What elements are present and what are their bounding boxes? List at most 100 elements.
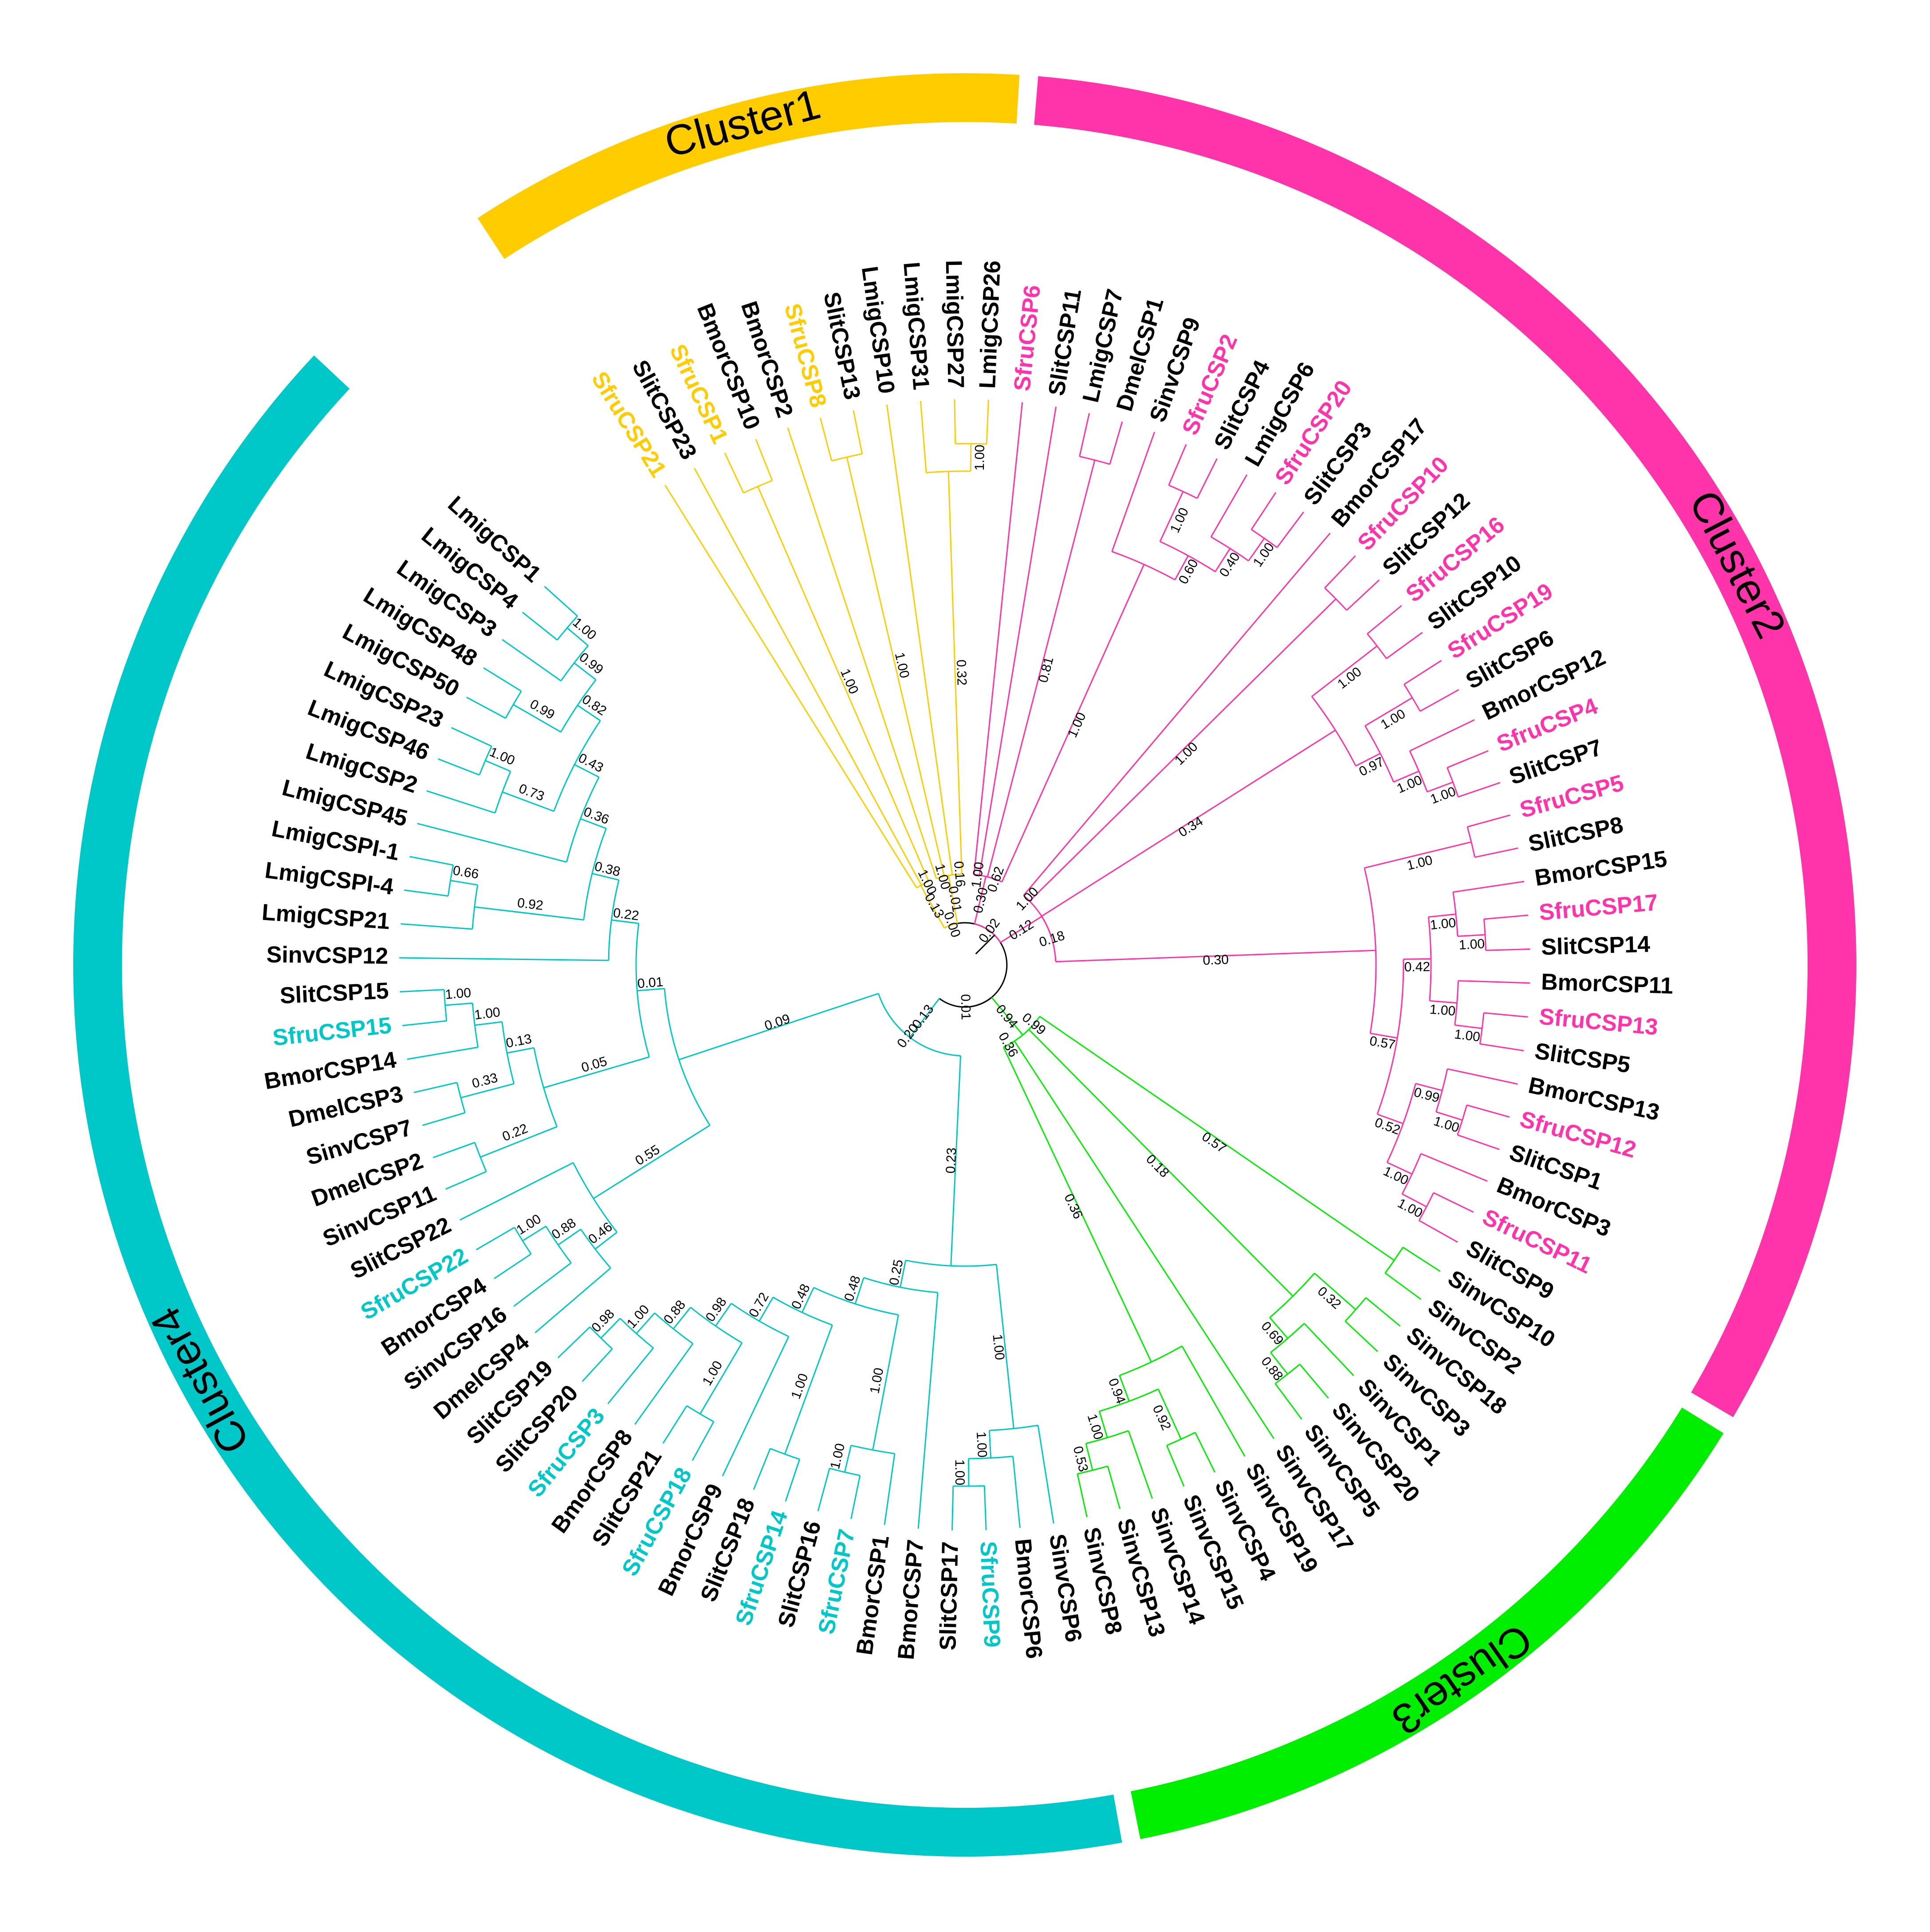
branch-arc-164: [1166, 1432, 1196, 1446]
support-value: 1.00: [1429, 916, 1456, 933]
branch-radial-73: [1041, 729, 1336, 917]
branch-radial-202: [801, 1287, 814, 1313]
branch-arc-72: [1041, 916, 1057, 962]
branch-radial-75: [1311, 645, 1378, 697]
branch-radial-102: [1428, 913, 1456, 918]
support-value: 1.00: [990, 1334, 1007, 1361]
branch-radial-116: [1377, 1114, 1403, 1125]
branch-radial-270: [401, 923, 473, 930]
support-value: 1.00: [1172, 740, 1201, 768]
branch-radial-292: [483, 667, 522, 692]
branch-arc-251: [501, 1022, 515, 1084]
branch-radial-261: [402, 1020, 447, 1027]
cluster-arc-1: [477, 73, 1020, 259]
branch-radial-77: [1367, 605, 1402, 634]
branch-arc-272: [447, 865, 454, 896]
branch-radial-120: [1447, 1068, 1518, 1085]
branch-radial-231: [594, 1232, 617, 1250]
branch-arc-76: [1367, 633, 1387, 659]
support-value: 0.66: [452, 863, 480, 882]
leaf-label-LmigCSP10: LmigCSP10: [857, 265, 900, 395]
branch-radial-60: [1250, 492, 1277, 530]
support-value: 0.32: [1315, 1284, 1344, 1312]
branch-radial-236: [513, 1262, 572, 1307]
support-value: 1.00: [972, 445, 987, 471]
branch-radial-296: [566, 627, 589, 646]
branch-radial-31: [986, 400, 989, 445]
branch-radial-111: [1458, 980, 1530, 984]
support-value: 0.43: [576, 751, 605, 775]
branch-arc-284: [479, 746, 492, 775]
branch-radial-9: [757, 486, 929, 882]
branch-radial-148: [1269, 1317, 1289, 1339]
support-values: 0.000.131.001.000.011.001.000.160.321.00…: [444, 445, 1485, 1485]
branch-radial-291: [466, 696, 506, 719]
branch-radial-150: [1304, 1323, 1354, 1376]
support-value: 0.36: [1061, 1192, 1085, 1221]
support-value: 0.34: [1176, 814, 1206, 840]
branch-radial-112: [1454, 1024, 1482, 1029]
branch-radial-211: [715, 1303, 732, 1326]
support-value: 0.22: [612, 905, 640, 923]
support-value: 0.99: [1412, 1085, 1441, 1106]
branch-radial-234: [558, 1228, 582, 1246]
branch-arc-162: [1099, 1388, 1159, 1412]
branch-radial-265: [399, 957, 609, 961]
branch-arc-119: [1435, 1069, 1448, 1112]
branch-radial-174: [909, 998, 940, 1038]
leaf-label-BmorCSP11: BmorCSP11: [1541, 969, 1673, 999]
branch-radial-215: [692, 1421, 715, 1461]
branch-arc-288: [560, 679, 597, 732]
branch-radial-45: [1109, 421, 1123, 464]
support-value: 1.00: [1454, 1027, 1481, 1045]
support-value: 0.73: [517, 781, 546, 804]
branch-radial-163: [1157, 1389, 1182, 1440]
branch-radial-21: [853, 410, 863, 454]
branch-arc-247: [474, 1142, 487, 1172]
branch-arc-41: [987, 876, 1002, 883]
branch-arc-52: [1168, 484, 1198, 499]
support-value: 1.00: [837, 667, 861, 696]
branch-radial-262: [400, 989, 444, 992]
support-value: 0.18: [1038, 928, 1067, 950]
branch-radial-293: [574, 662, 597, 681]
branch-radial-170: [1085, 1443, 1093, 1471]
support-value: 1.00: [1432, 1114, 1461, 1136]
branch-radial-130: [1433, 1192, 1474, 1213]
branch-radial-108: [1486, 948, 1530, 951]
branch-radial-17: [787, 427, 937, 879]
branch-radial-62: [1000, 916, 1042, 943]
support-value: 0.25: [887, 1258, 906, 1287]
branch-radial-27: [920, 401, 927, 473]
branch-radial-51: [1159, 491, 1184, 542]
branch-arc-80: [1364, 725, 1395, 783]
branch-radial-91: [1458, 782, 1501, 798]
support-value: 0.09: [763, 1011, 792, 1034]
branch-radial-104: [1453, 881, 1525, 893]
branch-radial-237: [522, 1225, 546, 1242]
branch-radial-240: [476, 1227, 515, 1251]
branch-radial-266: [592, 873, 619, 881]
branch-radial-182: [1037, 1425, 1054, 1524]
branch-radial-128: [1402, 1193, 1427, 1208]
branch-arc-281: [494, 771, 511, 813]
branch-radial-124: [1457, 1134, 1500, 1150]
branch-arc-205: [770, 1448, 800, 1460]
branch-radial-278: [574, 764, 599, 778]
support-value: 1.00: [1428, 784, 1458, 807]
branch-radial-193: [854, 1277, 865, 1304]
branch-radial-246: [480, 1126, 558, 1158]
branch-arc-232: [580, 1229, 611, 1269]
branch-radial-250: [507, 1047, 535, 1054]
leaf-label-BmorCSP6: BmorCSP6: [1010, 1538, 1047, 1660]
branch-arc-99: [1376, 959, 1404, 1115]
branch-radial-158: [1002, 1047, 1152, 1362]
leaf-label-SfruCSP9: SfruCSP9: [975, 1541, 1005, 1648]
branch-radial-206: [785, 1459, 801, 1502]
support-value: 0.81: [1036, 655, 1056, 684]
leaf-label-SlitCSP17: SlitCSP17: [935, 1541, 963, 1651]
support-value: 1.00: [969, 861, 987, 889]
branch-radial-256: [475, 1021, 503, 1026]
